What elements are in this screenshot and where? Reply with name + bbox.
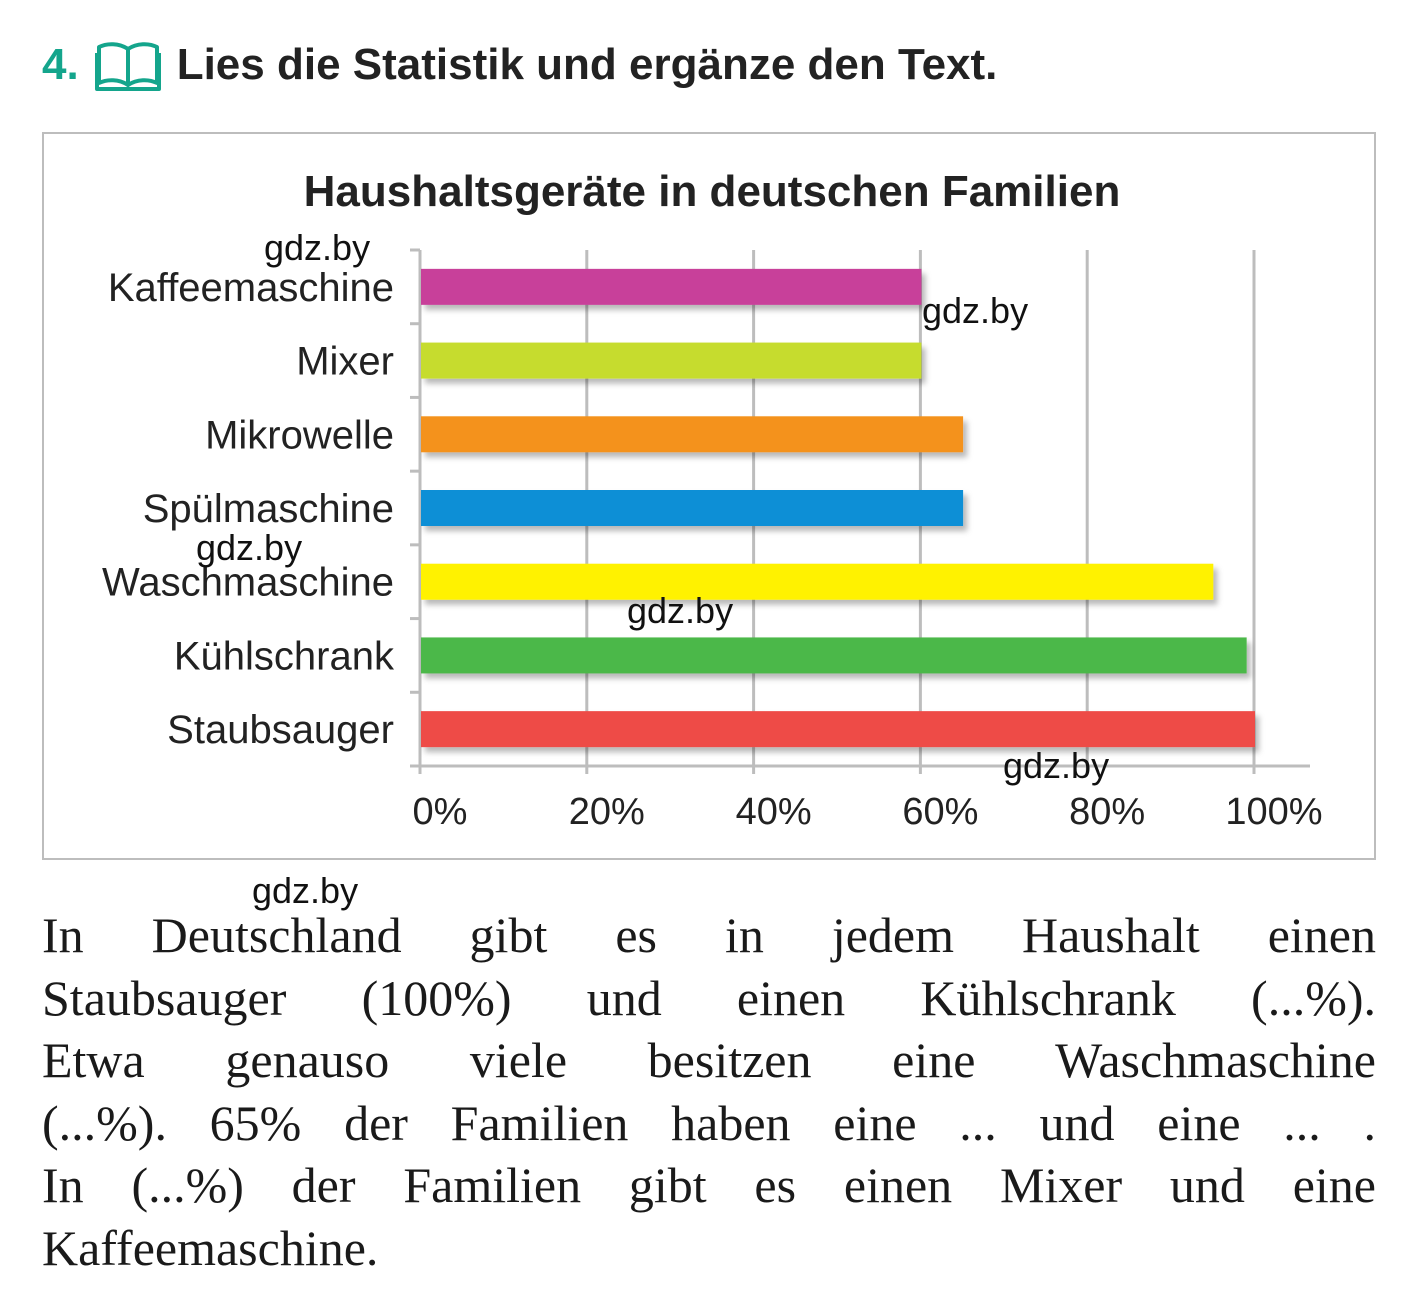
category-label: Waschmaschine bbox=[102, 561, 394, 605]
text-line: In (...%) der Familien gibt es einen Mix… bbox=[42, 1157, 1376, 1213]
chart-frame: Haushaltsgeräte in deutschen Familien Ka… bbox=[42, 132, 1376, 860]
text-line: Kaffeemaschine. bbox=[42, 1219, 379, 1276]
text-line: Staubsauger (100%) und einen Kühlschrank… bbox=[42, 969, 1376, 1026]
task-instruction: Lies die Statistik und ergänze den Text. bbox=[176, 40, 998, 89]
exercise-text: In Deutschland gibt es in jedem Haushalt… bbox=[42, 904, 1376, 1279]
book-icon bbox=[94, 42, 161, 91]
x-tick-label: 60% bbox=[902, 791, 978, 833]
x-tick-label: 20% bbox=[569, 791, 645, 833]
bar bbox=[421, 490, 964, 526]
x-tick-label: 80% bbox=[1069, 791, 1145, 833]
bar bbox=[421, 637, 1247, 674]
task-number: 4. bbox=[42, 40, 79, 89]
text-line: In Deutschland gibt es in jedem Haushalt… bbox=[42, 907, 1376, 963]
bar bbox=[421, 342, 922, 379]
text-line: (...%). 65% der Familien haben eine ... … bbox=[42, 1094, 1376, 1151]
text-line: Etwa genauso viele besitzen eine Waschma… bbox=[42, 1032, 1376, 1088]
x-tick-label: 0% bbox=[413, 791, 468, 833]
x-tick-label: 100% bbox=[1225, 791, 1322, 833]
watermark: gdz.by bbox=[1003, 745, 1110, 786]
chart-title: Haushaltsgeräte in deutschen Familien bbox=[304, 167, 1121, 216]
category-label: Kühlschrank bbox=[174, 634, 395, 678]
bar bbox=[421, 268, 922, 305]
category-label: Mikrowelle bbox=[205, 413, 394, 457]
watermark: gdz.by bbox=[252, 870, 359, 911]
bar bbox=[421, 711, 1255, 748]
bar-chart: Haushaltsgeräte in deutschen Familien Ka… bbox=[102, 167, 1323, 833]
category-label: Staubsauger bbox=[167, 708, 394, 752]
watermark: gdz.by bbox=[196, 527, 303, 568]
watermark: gdz.by bbox=[627, 590, 734, 631]
x-tick-label: 40% bbox=[736, 791, 812, 833]
category-label: Spülmaschine bbox=[143, 487, 394, 531]
category-label: Kaffeemaschine bbox=[108, 266, 394, 310]
bar bbox=[421, 416, 964, 453]
category-label: Mixer bbox=[296, 340, 394, 384]
task-header: 4. Lies die Statistik und ergänze den Te… bbox=[42, 30, 997, 100]
watermark: gdz.by bbox=[922, 290, 1029, 331]
bar bbox=[421, 563, 1214, 600]
watermark: gdz.by bbox=[264, 227, 371, 268]
